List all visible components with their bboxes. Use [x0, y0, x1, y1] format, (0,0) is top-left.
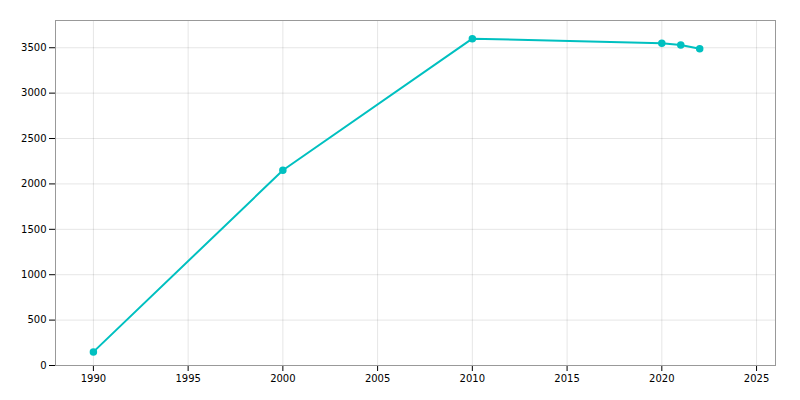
svg-text:2000: 2000 — [270, 373, 295, 384]
svg-text:0: 0 — [40, 360, 46, 371]
svg-text:2010: 2010 — [460, 373, 485, 384]
svg-text:2500: 2500 — [21, 133, 46, 144]
svg-text:3500: 3500 — [21, 42, 46, 53]
svg-text:3000: 3000 — [21, 87, 46, 98]
svg-text:500: 500 — [27, 314, 46, 325]
svg-text:2015: 2015 — [554, 373, 579, 384]
svg-text:2000: 2000 — [21, 178, 46, 189]
svg-text:1000: 1000 — [21, 269, 46, 280]
svg-text:2025: 2025 — [744, 373, 769, 384]
svg-text:1995: 1995 — [175, 373, 200, 384]
svg-text:1990: 1990 — [81, 373, 106, 384]
svg-text:2005: 2005 — [365, 373, 390, 384]
svg-text:1500: 1500 — [21, 224, 46, 235]
svg-text:2020: 2020 — [649, 373, 674, 384]
